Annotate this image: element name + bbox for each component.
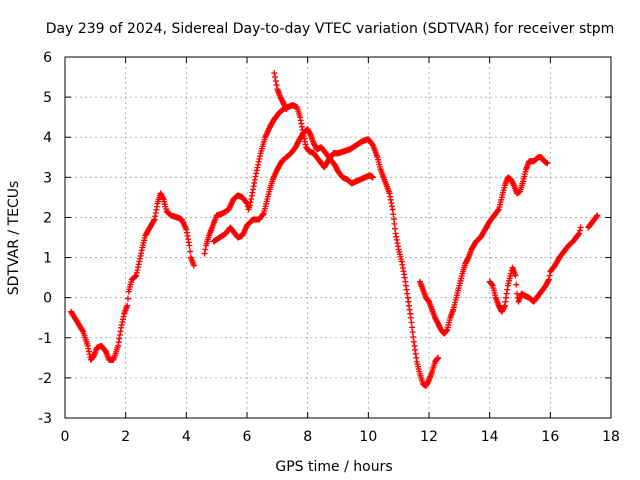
y-axis-label: SDTVAR / TECUs [6,181,22,296]
series-segment-1 [68,190,197,363]
data-point [576,230,583,237]
x-tick-label: 16 [541,429,559,445]
data-point [202,246,209,253]
data-point [187,248,194,255]
data-point [255,161,262,168]
data-point [272,78,279,85]
plot-frame [64,56,612,419]
data-point [369,174,376,181]
data-point [512,272,519,279]
x-tick-label: 14 [481,429,499,445]
x-tick-label: 18 [602,429,620,445]
data-point [546,272,553,279]
x-tick-label: 12 [420,429,438,445]
data-point [260,211,267,218]
data-point [150,217,157,224]
series-segment-6 [486,224,584,315]
y-tick-label: 1 [43,251,52,267]
data-point [79,327,86,334]
x-tick-label: 2 [121,429,130,445]
data-point [124,295,131,302]
data-point [201,250,208,257]
y-tick-label: 6 [43,50,52,66]
data-point [435,354,442,361]
data-points [68,70,601,389]
data-point [273,82,280,89]
y-tick-label: 5 [43,90,52,106]
y-tick-label: 3 [43,170,52,186]
y-tick-label: 2 [43,210,52,226]
y-tick-label: -2 [38,371,52,387]
x-axis-label: GPS time / hours [275,459,392,475]
series-segment-4 [271,70,290,113]
x-tick-label: 0 [61,429,70,445]
data-point [271,70,278,77]
y-tick-label: -1 [38,331,52,347]
series-segment-7 [585,212,601,231]
data-point [594,212,601,219]
x-tick-label: 10 [359,429,377,445]
x-tick-label: 4 [182,429,191,445]
data-point [124,302,131,309]
x-tick-label: 6 [243,429,252,445]
y-tick-label: -3 [38,411,52,427]
y-tick-label: 4 [43,130,52,146]
data-point [186,242,193,249]
data-point [545,276,552,283]
series-segment-3 [210,126,376,245]
series-segment-5 [416,154,551,337]
data-point [283,106,290,113]
data-point [272,74,279,81]
data-point [576,227,583,234]
x-tick-label: 8 [303,429,312,445]
data-point [513,281,520,288]
data-point [544,160,551,167]
chart-title: Day 239 of 2024, Sidereal Day-to-day VTE… [46,21,615,37]
data-point [244,200,250,207]
data-point [190,262,197,269]
y-tick-label: 0 [43,291,52,307]
data-point [577,224,584,231]
